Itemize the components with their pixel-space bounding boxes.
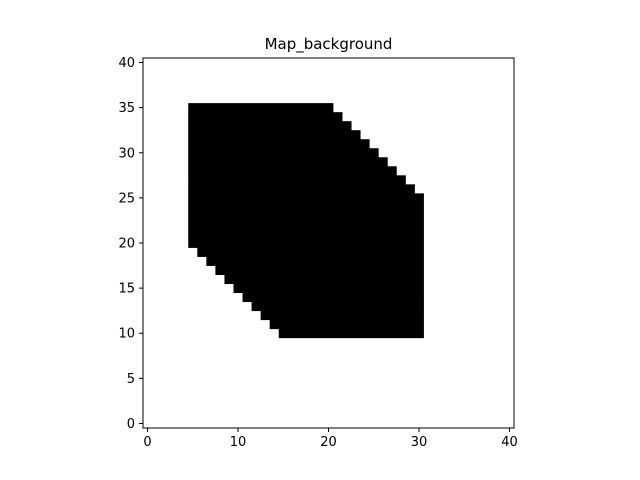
y-tick-label: 5 xyxy=(127,372,135,387)
y-tick-label: 20 xyxy=(118,237,135,252)
map-cells xyxy=(188,103,424,339)
filled-cell-row xyxy=(188,112,343,122)
filled-cell-row xyxy=(269,319,424,330)
filled-cell-row xyxy=(188,130,361,140)
filled-cell-row xyxy=(188,139,370,149)
x-tick-label: 10 xyxy=(230,435,247,450)
filled-cell-row xyxy=(188,184,415,194)
x-tick-label: 40 xyxy=(501,435,518,450)
chart-title: Map_background xyxy=(265,35,393,54)
x-tick-label: 0 xyxy=(143,435,151,450)
filled-cell-row xyxy=(188,220,424,230)
filled-cell-row xyxy=(188,211,424,221)
y-tick-label: 15 xyxy=(118,282,135,297)
filled-cell-row xyxy=(188,166,397,176)
filled-cell-row xyxy=(197,247,424,257)
filled-cell-row xyxy=(188,103,334,113)
filled-cell-row xyxy=(188,193,424,203)
filled-cell-row xyxy=(251,301,424,312)
filled-cell-row xyxy=(260,310,424,321)
y-tick-label: 30 xyxy=(118,146,135,161)
filled-cell-row xyxy=(188,238,424,248)
filled-cell-row xyxy=(206,256,424,266)
filled-cell-row xyxy=(215,265,424,275)
filled-cell-row xyxy=(188,121,352,131)
filled-cell-row xyxy=(224,274,424,285)
filled-cell-row xyxy=(233,283,424,294)
y-tick-label: 35 xyxy=(118,101,135,116)
filled-cell-row xyxy=(278,328,424,339)
x-axis: 0 10 20 30 40 xyxy=(143,428,518,450)
y-tick-label: 10 xyxy=(118,327,135,342)
filled-cell-row xyxy=(188,157,388,167)
y-tick-label: 40 xyxy=(118,56,135,71)
filled-cell-row xyxy=(188,202,424,212)
filled-cell-row xyxy=(242,292,424,303)
y-tick-label: 0 xyxy=(127,417,135,432)
y-axis: 0 5 10 15 20 25 30 35 40 xyxy=(118,56,143,432)
filled-cell-row xyxy=(188,229,424,239)
plot-area xyxy=(142,57,515,429)
x-tick-label: 30 xyxy=(411,435,428,450)
filled-cell-row xyxy=(188,175,406,185)
y-tick-label: 25 xyxy=(118,191,135,206)
x-tick-label: 20 xyxy=(320,435,337,450)
filled-cell-row xyxy=(188,148,379,158)
